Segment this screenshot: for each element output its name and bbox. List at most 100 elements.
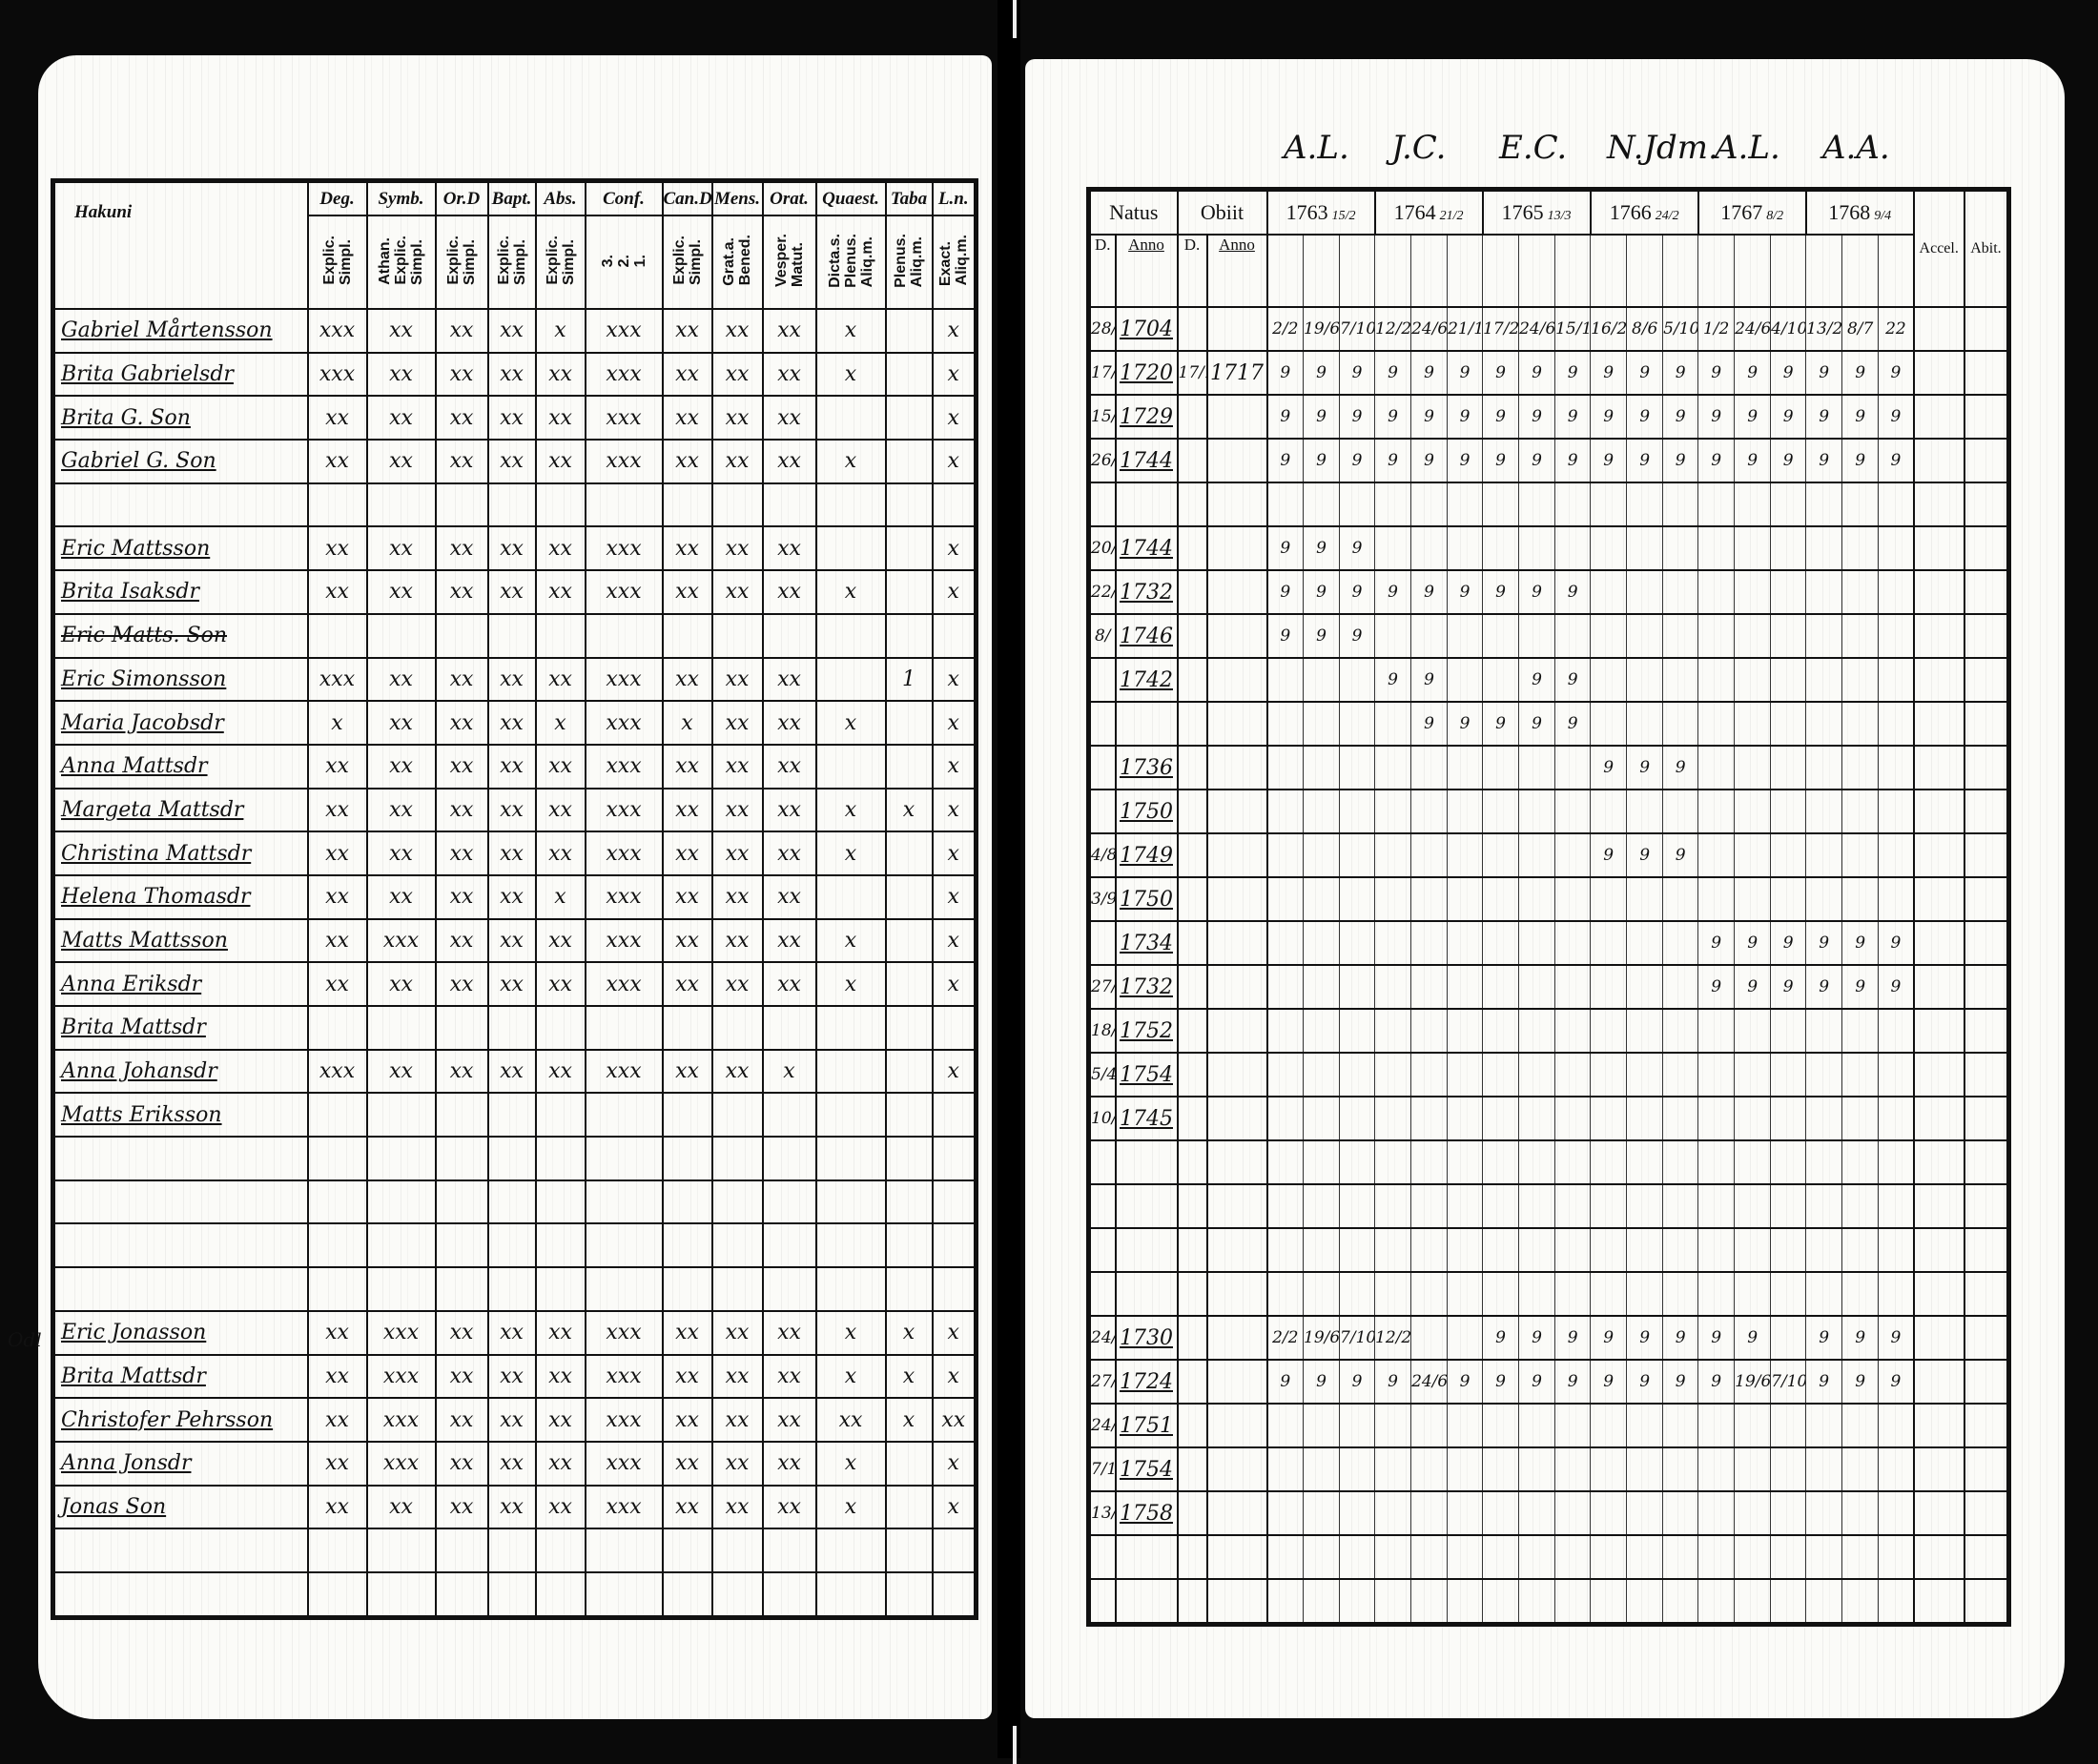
birth-day: 27/8 bbox=[1087, 1359, 1117, 1405]
knowledge-mark: xx bbox=[306, 526, 368, 572]
communion-mark: 9 bbox=[1339, 394, 1376, 440]
communion-mark bbox=[1447, 1534, 1484, 1580]
knowledge-mark bbox=[884, 526, 934, 572]
communion-mark bbox=[1447, 525, 1484, 571]
knowledge-mark bbox=[814, 1093, 887, 1138]
communion-mark bbox=[1770, 569, 1807, 615]
knowledge-mark bbox=[661, 613, 713, 659]
communion-mark bbox=[1734, 1008, 1772, 1054]
communion-mark bbox=[1662, 1096, 1699, 1141]
knowledge-mark: x bbox=[814, 831, 887, 876]
communion-mark bbox=[1590, 1534, 1628, 1580]
knowledge-mark bbox=[814, 396, 887, 441]
knowledge-mark: xx bbox=[486, 701, 537, 746]
communion-mark bbox=[1374, 525, 1412, 571]
knowledge-mark: x bbox=[814, 1441, 887, 1487]
communion-mark bbox=[1841, 1403, 1880, 1448]
abit-cell bbox=[1963, 350, 2010, 396]
communion-mark bbox=[1482, 1183, 1520, 1229]
knowledge-mark bbox=[761, 613, 817, 659]
communion-mark: 9 bbox=[1554, 1315, 1592, 1361]
communion-mark bbox=[1554, 1227, 1592, 1273]
table-row bbox=[51, 1137, 977, 1181]
knowledge-mark: xxx bbox=[365, 1310, 437, 1356]
communion-mark bbox=[1266, 1578, 1305, 1626]
death-day bbox=[1176, 832, 1208, 878]
table-row: 13/81758 bbox=[1087, 1490, 2010, 1536]
communion-mark bbox=[1518, 1403, 1556, 1448]
table-row: Brita Isaksdr xx xx xx xx xx xxx xx xx xx x x bbox=[51, 570, 977, 615]
birth-day: 5/4 bbox=[1087, 1052, 1117, 1097]
knowledge-mark: xx bbox=[710, 1485, 764, 1530]
communion-mark: 9 bbox=[1734, 964, 1772, 1010]
communion-mark bbox=[1303, 1534, 1341, 1580]
death-day bbox=[1176, 1359, 1208, 1405]
obiit-day-header: D. bbox=[1176, 234, 1208, 308]
communion-mark bbox=[1662, 1052, 1699, 1097]
knowledge-mark: xx bbox=[486, 440, 537, 484]
column-header: Can.D bbox=[661, 179, 713, 216]
knowledge-mark: xx bbox=[761, 1441, 817, 1487]
knowledge-mark: xx bbox=[814, 1398, 887, 1443]
birth-day bbox=[1087, 1183, 1117, 1229]
knowledge-mark bbox=[814, 657, 887, 703]
communion-mark bbox=[1734, 1490, 1772, 1536]
birth-year: 1754 bbox=[1114, 1446, 1179, 1492]
communion-mark: 9 bbox=[1878, 350, 1915, 396]
communion-mark bbox=[1662, 1008, 1699, 1054]
communion-mark bbox=[1662, 1446, 1699, 1492]
table-row: 27/111732999999 bbox=[1087, 964, 2010, 1010]
communion-mark bbox=[1878, 1139, 1915, 1185]
communion-mark bbox=[1662, 920, 1699, 966]
communion-mark bbox=[1482, 1227, 1520, 1273]
abit-cell bbox=[1963, 1052, 2010, 1097]
knowledge-mark bbox=[365, 1137, 437, 1181]
knowledge-mark: xx bbox=[365, 352, 437, 398]
table-row: Eric Matts. Son bbox=[51, 613, 977, 659]
knowledge-mark bbox=[884, 831, 934, 876]
knowledge-mark: xx bbox=[931, 1398, 977, 1443]
birth-day bbox=[1087, 1271, 1117, 1317]
knowledge-mark: xx bbox=[486, 352, 537, 398]
abit-cell bbox=[1963, 438, 2010, 483]
knowledge-mark bbox=[306, 613, 368, 659]
communion-mark bbox=[1805, 1139, 1843, 1185]
knowledge-mark: xx bbox=[486, 1049, 537, 1095]
person-name: Anna Jonsdr bbox=[51, 1441, 309, 1487]
communion-mark: 1/2 bbox=[1697, 306, 1736, 352]
communion-mark bbox=[1770, 1271, 1807, 1317]
knowledge-mark: xx bbox=[434, 788, 489, 833]
knowledge-mark: xx bbox=[661, 874, 713, 920]
knowledge-mark: xx bbox=[761, 1398, 817, 1443]
communion-mark bbox=[1734, 1183, 1772, 1229]
knowledge-mark: xx bbox=[761, 440, 817, 484]
knowledge-mark: xx bbox=[534, 440, 586, 484]
death-day bbox=[1176, 482, 1208, 527]
communion-mark: 9 bbox=[1554, 438, 1592, 483]
communion-mark bbox=[1662, 482, 1699, 527]
communion-mark bbox=[1626, 613, 1664, 659]
column-subheader: Explic.Simpl. bbox=[306, 215, 368, 310]
communion-mark bbox=[1374, 1183, 1412, 1229]
communion-mark: 9 bbox=[1554, 1359, 1592, 1405]
communion-mark bbox=[1770, 1403, 1807, 1448]
knowledge-mark bbox=[306, 1528, 368, 1573]
communion-mark: 9 bbox=[1841, 438, 1880, 483]
birth-year: 1744 bbox=[1114, 525, 1179, 571]
communion-mark bbox=[1805, 789, 1843, 834]
knowledge-mark: xxx bbox=[365, 918, 437, 964]
knowledge-mark: xx bbox=[534, 570, 586, 615]
knowledge-mark: x bbox=[534, 701, 586, 746]
abit-cell bbox=[1963, 1403, 2010, 1448]
death-year bbox=[1205, 1008, 1268, 1054]
communion-mark bbox=[1410, 876, 1449, 922]
death-year bbox=[1205, 1446, 1268, 1492]
death-day bbox=[1176, 701, 1208, 747]
communion-mark bbox=[1626, 1183, 1664, 1229]
communion-mark bbox=[1554, 525, 1592, 571]
year-header: 1768 9/4 bbox=[1804, 188, 1915, 236]
knowledge-mark: x bbox=[814, 309, 887, 354]
abit-cell bbox=[1963, 1359, 2010, 1405]
knowledge-mark: x bbox=[814, 1485, 887, 1530]
